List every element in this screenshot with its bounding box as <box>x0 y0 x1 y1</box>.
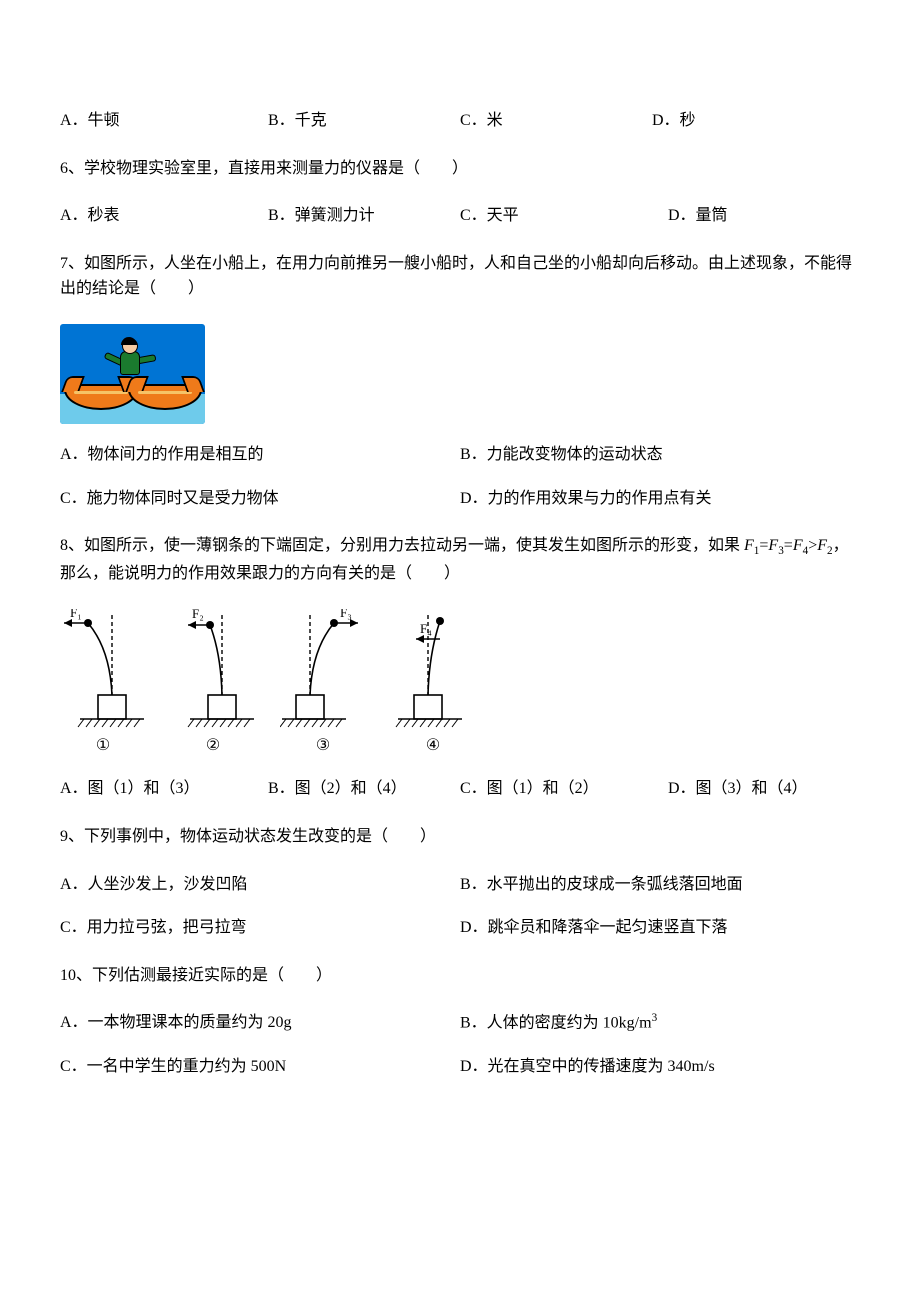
q10-stem: 10、下列估测最接近实际的是（ ） <box>60 963 860 989</box>
person <box>112 338 152 386</box>
steel-num-3: ③ <box>280 733 366 759</box>
q7-opt-d: D．力的作用效果与力的作用点有关 <box>460 486 860 512</box>
q10-options-1: A．一本物理课本的质量约为 20g B．人体的密度约为 10kg/m3 <box>60 1010 860 1036</box>
q9-opt-c: C．用力拉弓弦，把弓拉弯 <box>60 915 460 941</box>
q8-stem-prefix: 8、如图所示，使一薄钢条的下端固定，分别用力去拉动另一端，使其发生如图所示的形变… <box>60 537 744 554</box>
q5-opt-b: B．千克 <box>268 108 460 134</box>
steel-fig-4: F₄ ④ <box>390 609 476 759</box>
steel-fig-1: F₁ ① <box>60 609 146 759</box>
steel-figures: F₁ ① F₂ <box>60 609 860 759</box>
q9-options-2: C．用力拉弓弦，把弓拉弯 D．跳伞员和降落伞一起匀速竖直下落 <box>60 915 860 941</box>
steel-num-4: ④ <box>390 733 476 759</box>
q9-options-1: A．人坐沙发上，沙发凹陷 B．水平抛出的皮球成一条弧线落回地面 <box>60 872 860 898</box>
svg-text:F₄: F₄ <box>420 621 432 636</box>
q6-opt-b: B．弹簧测力计 <box>268 203 460 229</box>
q7-opt-c: C．施力物体同时又是受力物体 <box>60 486 460 512</box>
q10-opt-c: C．一名中学生的重力约为 500N <box>60 1054 460 1080</box>
q8-options: A．图（1）和（3） B．图（2）和（4） C．图（1）和（2） D．图（3）和… <box>60 776 860 802</box>
q10-options-2: C．一名中学生的重力约为 500N D．光在真空中的传播速度为 340m/s <box>60 1054 860 1080</box>
boat-figure <box>60 324 205 424</box>
q8-opt-a: A．图（1）和（3） <box>60 776 268 802</box>
q7-options-1: A．物体间力的作用是相互的 B．力能改变物体的运动状态 <box>60 442 860 468</box>
steel-num-2: ② <box>170 733 256 759</box>
q10-opt-b: B．人体的密度约为 10kg/m3 <box>460 1010 860 1036</box>
q9-opt-d: D．跳伞员和降落伞一起匀速竖直下落 <box>460 915 860 941</box>
q10-opt-a: A．一本物理课本的质量约为 20g <box>60 1010 460 1036</box>
q7-opt-b: B．力能改变物体的运动状态 <box>460 442 860 468</box>
q10-opt-b-text: B．人体的密度约为 10kg/m <box>460 1015 652 1032</box>
svg-text:F₃: F₃ <box>340 609 352 620</box>
q9-opt-b: B．水平抛出的皮球成一条弧线落回地面 <box>460 872 860 898</box>
q6-stem: 6、学校物理实验室里，直接用来测量力的仪器是（ ） <box>60 156 860 182</box>
q9-stem: 9、下列事例中，物体运动状态发生改变的是（ ） <box>60 824 860 850</box>
q9-opt-a: A．人坐沙发上，沙发凹陷 <box>60 872 460 898</box>
q8-opt-c: C．图（1）和（2） <box>460 776 668 802</box>
q7-options-2: C．施力物体同时又是受力物体 D．力的作用效果与力的作用点有关 <box>60 486 860 512</box>
q7-opt-a: A．物体间力的作用是相互的 <box>60 442 460 468</box>
q7-stem: 7、如图所示，人坐在小船上，在用力向前推另一艘小船时，人和自己坐的小船却向后移动… <box>60 251 860 302</box>
q5-opt-a: A．牛顿 <box>60 108 268 134</box>
steel-num-1: ① <box>60 733 146 759</box>
q6-options: A．秒表 B．弹簧测力计 C．天平 D．量筒 <box>60 203 860 229</box>
q5-opt-d: D．秒 <box>652 108 860 134</box>
q5-options: A．牛顿 B．千克 C．米 D．秒 <box>60 108 860 134</box>
steel-fig-3: F₃ ③ <box>280 609 366 759</box>
q8-opt-d: D．图（3）和（4） <box>668 776 860 802</box>
q8-opt-b: B．图（2）和（4） <box>268 776 460 802</box>
steel-fig-2: F₂ ② <box>170 609 256 759</box>
q8-stem: 8、如图所示，使一薄钢条的下端固定，分别用力去拉动另一端，使其发生如图所示的形变… <box>60 533 860 587</box>
svg-text:F₂: F₂ <box>192 609 204 621</box>
q6-opt-d: D．量筒 <box>668 203 860 229</box>
svg-text:F₁: F₁ <box>70 609 82 620</box>
q5-opt-c: C．米 <box>460 108 652 134</box>
q6-opt-c: C．天平 <box>460 203 668 229</box>
q6-opt-a: A．秒表 <box>60 203 268 229</box>
q10-opt-d: D．光在真空中的传播速度为 340m/s <box>460 1054 860 1080</box>
